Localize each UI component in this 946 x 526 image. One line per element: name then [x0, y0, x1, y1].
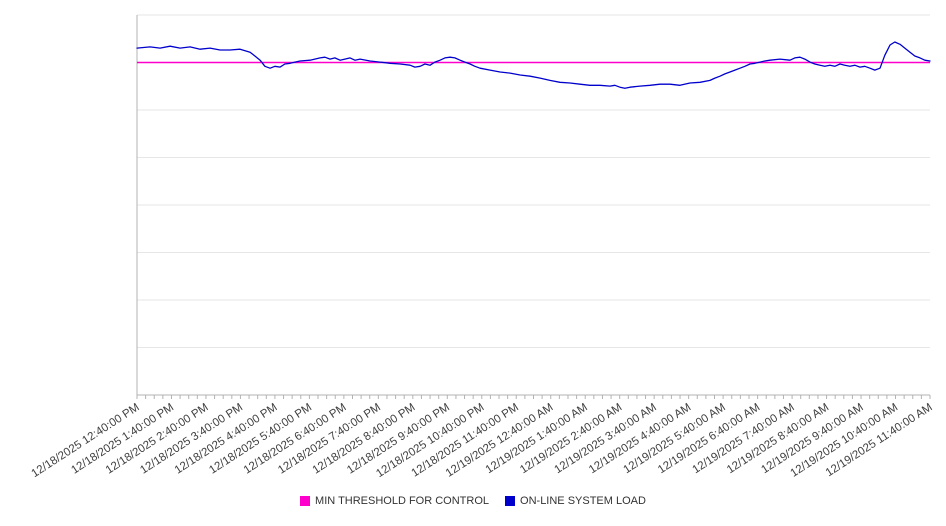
- legend-swatch-load-icon: [505, 496, 516, 506]
- legend-swatch-threshold-icon: [300, 496, 311, 506]
- legend-item-system-load[interactable]: ON-LINE SYSTEM LOAD: [505, 495, 646, 507]
- legend-label-system-load: ON-LINE SYSTEM LOAD: [520, 495, 646, 507]
- legend-label-min-threshold: MIN THRESHOLD FOR CONTROL: [315, 495, 490, 507]
- system-load-line: [136, 41, 931, 89]
- chart-legend: MIN THRESHOLD FOR CONTROL ON-LINE SYSTEM…: [0, 495, 946, 507]
- legend-item-min-threshold[interactable]: MIN THRESHOLD FOR CONTROL: [300, 495, 489, 507]
